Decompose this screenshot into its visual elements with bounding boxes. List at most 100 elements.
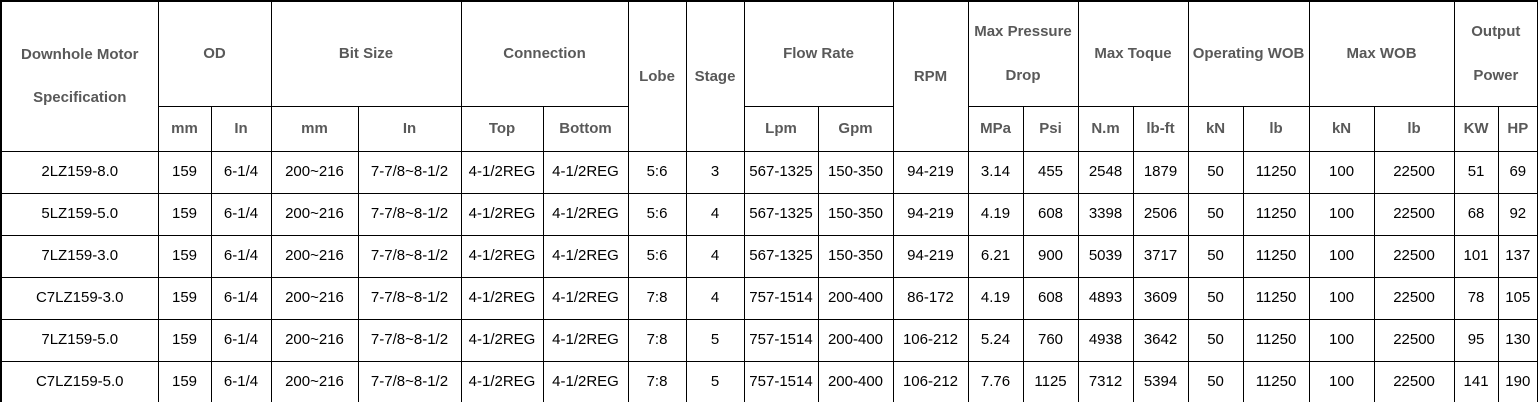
value-cell: 900 [1022,234,1079,278]
value-cell: 100 [1308,276,1375,320]
value-cell: 159 [157,150,212,194]
value-cell: 6-1/4 [210,234,272,278]
value-cell: 11250 [1242,360,1310,402]
header-group-flow-rate: Flow Rate [743,0,894,107]
value-cell: 11250 [1242,234,1310,278]
value-cell: 7.76 [967,360,1024,402]
value-cell: 2506 [1132,192,1189,236]
value-cell: 3717 [1132,234,1189,278]
value-cell: 200-400 [817,360,894,402]
value-cell: 68 [1453,192,1499,236]
value-cell: 2548 [1077,150,1134,194]
header-group-connection: Connection [460,0,629,107]
value-cell: 4-1/2REG [460,234,544,278]
value-cell: 50 [1187,150,1244,194]
value-cell: 50 [1187,192,1244,236]
model-name-cell: C7LZ159-3.0 [0,276,159,320]
value-cell: 101 [1453,234,1499,278]
header-group-max-pressure-drop: Max Pressure Drop [967,0,1079,107]
value-cell: 4 [685,276,745,320]
value-cell: 5039 [1077,234,1134,278]
header-unit-operating-wob-kn: kN [1187,105,1244,152]
table-row-c7lz159-3-0: C7LZ159-3.0 159 6-1/4 200~216 7-7/8~8-1/2 4-1… [0,276,1538,320]
value-cell: 757-1514 [743,318,819,362]
value-cell: 159 [157,276,212,320]
value-cell: 4.19 [967,276,1024,320]
value-cell: 7:8 [627,318,687,362]
header-group-stage: Stage [685,0,745,152]
value-cell: 190 [1497,360,1538,402]
value-cell: 200~216 [270,276,359,320]
value-cell: 5:6 [627,234,687,278]
value-cell: 50 [1187,234,1244,278]
header-unit-max-wob-kn: kN [1308,105,1375,152]
value-cell: 5:6 [627,150,687,194]
header-unit-connection-top: Top [460,105,544,152]
value-cell: 22500 [1373,192,1455,236]
value-cell: 4938 [1077,318,1134,362]
header-unit-max-pressure-drop-mpa: MPa [967,105,1024,152]
value-cell: 200-400 [817,318,894,362]
header-group-row: Downhole Motor Specification OD Bit Size Co… [0,0,1538,152]
value-cell: 1879 [1132,150,1189,194]
table-row-c7lz159-5-0: C7LZ159-5.0 159 6-1/4 200~216 7-7/8~8-1/2 4-1… [0,360,1538,402]
value-cell: 94-219 [892,150,969,194]
header-group-max-toque: Max Toque [1077,0,1189,107]
value-cell: 100 [1308,192,1375,236]
header-unit-output-power-kw: KW [1453,105,1499,152]
value-cell: 7-7/8~8-1/2 [357,276,462,320]
table-row-7lz159-5-0: 7LZ159-5.0 159 6-1/4 200~216 7-7/8~8-1/2 4-1/… [0,318,1538,362]
header-unit-flow-rate-lpm: Lpm [743,105,819,152]
value-cell: 6-1/4 [210,150,272,194]
value-cell: 7-7/8~8-1/2 [357,234,462,278]
value-cell: 94-219 [892,234,969,278]
value-cell: 6-1/4 [210,360,272,402]
value-cell: 106-212 [892,318,969,362]
value-cell: 200~216 [270,150,359,194]
value-cell: 11250 [1242,150,1310,194]
header-group-max-wob: Max WOB [1308,0,1455,107]
table-row-5lz159-5-0: 5LZ159-5.0 159 6-1/4 200~216 7-7/8~8-1/2 4-1/… [0,192,1538,236]
value-cell: 150-350 [817,192,894,236]
header-group-rpm: RPM [892,0,969,152]
value-cell: 5 [685,360,745,402]
value-cell: 11250 [1242,318,1310,362]
value-cell: 3 [685,150,745,194]
header-group-bit-size: Bit Size [270,0,462,107]
value-cell: 7:8 [627,276,687,320]
value-cell: 159 [157,192,212,236]
value-cell: 4 [685,234,745,278]
value-cell: 6-1/4 [210,318,272,362]
header-group-od: OD [157,0,272,107]
value-cell: 3.14 [967,150,1024,194]
value-cell: 4-1/2REG [460,192,544,236]
value-cell: 760 [1022,318,1079,362]
value-cell: 100 [1308,360,1375,402]
value-cell: 50 [1187,276,1244,320]
value-cell: 22500 [1373,234,1455,278]
value-cell: 106-212 [892,360,969,402]
value-cell: 567-1325 [743,192,819,236]
value-cell: 3609 [1132,276,1189,320]
value-cell: 159 [157,318,212,362]
header-unit-bit-size-in: In [357,105,462,152]
value-cell: 4-1/2REG [460,276,544,320]
value-cell: 3642 [1132,318,1189,362]
value-cell: 69 [1497,150,1538,194]
value-cell: 5.24 [967,318,1024,362]
model-name-cell: 7LZ159-5.0 [0,318,159,362]
value-cell: 4893 [1077,276,1134,320]
model-name-cell: 5LZ159-5.0 [0,192,159,236]
value-cell: 11250 [1242,192,1310,236]
value-cell: 5:6 [627,192,687,236]
header-unit-max-wob-lb: lb [1373,105,1455,152]
value-cell: 86-172 [892,276,969,320]
header-unit-bit-size-mm: mm [270,105,359,152]
value-cell: 7312 [1077,360,1134,402]
value-cell: 100 [1308,234,1375,278]
value-cell: 4-1/2REG [542,360,629,402]
value-cell: 51 [1453,150,1499,194]
value-cell: 455 [1022,150,1079,194]
